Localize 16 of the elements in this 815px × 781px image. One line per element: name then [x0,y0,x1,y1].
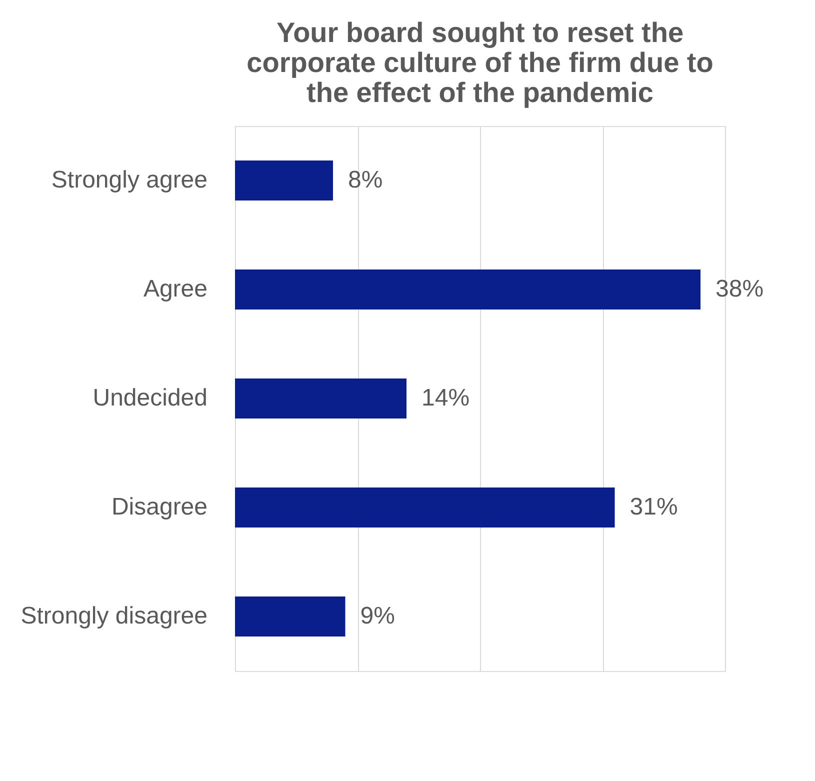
y-tick-label: Strongly disagree [20,602,208,630]
chart-title: Your board sought to reset the corporate culture of the firm due to the effect of the pandemic [246,17,714,108]
bar [235,378,406,418]
data-label: 38% [716,276,764,302]
y-tick-label: Undecided [92,384,208,412]
y-tick-label: Agree [143,276,208,302]
bar [235,270,700,310]
y-tick-label: Strongly agree [51,166,208,194]
data-label: 8% [348,166,383,194]
bar [235,596,346,636]
bar [235,160,333,200]
data-label: 31% [630,494,678,520]
bar [235,488,615,528]
data-label: 14% [422,384,470,412]
y-tick-label: Disagree [111,494,208,520]
data-label: 9% [360,602,395,630]
